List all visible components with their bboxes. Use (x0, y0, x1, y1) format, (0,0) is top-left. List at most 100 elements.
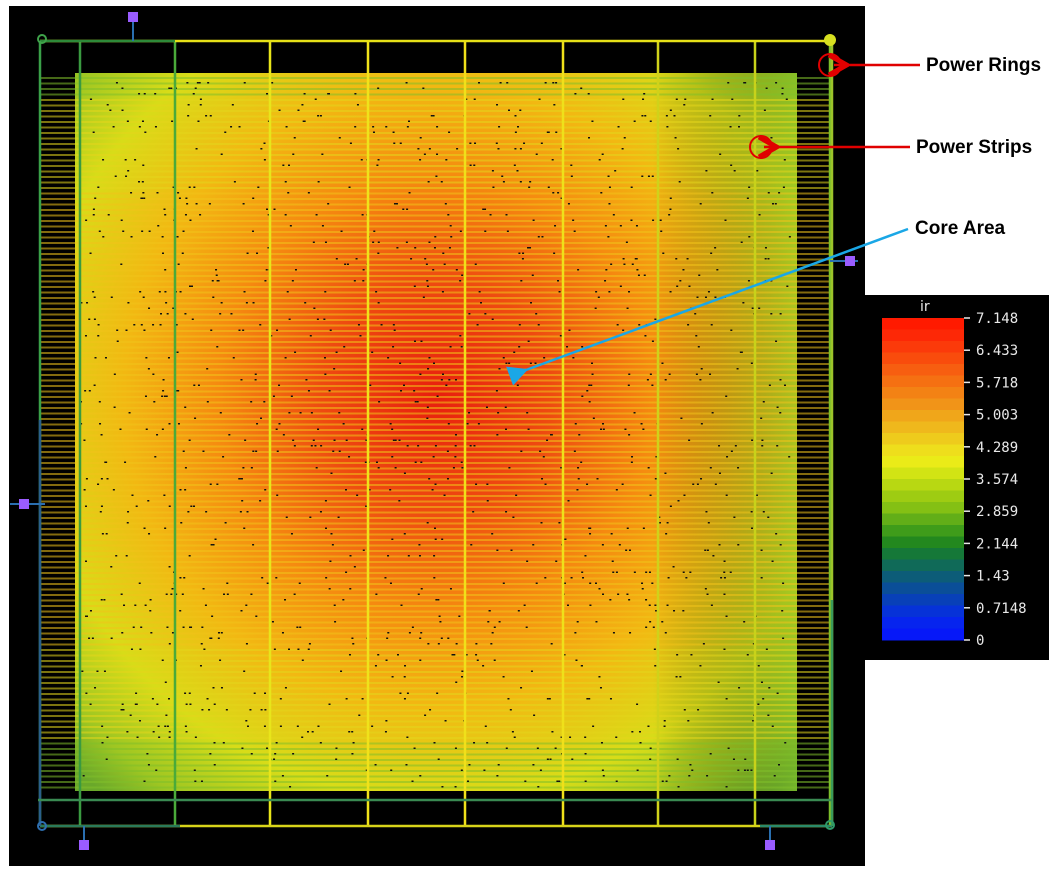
via-dot (427, 368, 430, 370)
via-dot (296, 626, 299, 628)
via-dot (727, 747, 730, 749)
via-dot (630, 219, 633, 221)
via-dot (746, 197, 749, 199)
via-dot (303, 93, 306, 95)
pin-bottom-right (765, 826, 775, 850)
via-dot (414, 461, 417, 463)
via-dot (605, 269, 608, 271)
via-dot (206, 401, 209, 403)
via-dot (267, 247, 270, 249)
via-dot (615, 780, 618, 782)
via-dot (146, 753, 149, 755)
via-dot (665, 780, 668, 782)
via-dot (647, 467, 650, 469)
via-dot (746, 654, 749, 656)
via-dot (317, 115, 320, 117)
via-dot (313, 307, 316, 309)
via-dot (451, 654, 454, 656)
via-dot (426, 280, 429, 282)
via-dot (580, 665, 583, 667)
via-dot (482, 665, 485, 667)
via-dot (390, 769, 393, 771)
via-dot (120, 219, 123, 221)
via-dot (771, 203, 774, 205)
via-dot (377, 159, 380, 161)
via-dot (335, 747, 338, 749)
via-dot (688, 285, 691, 287)
power-rings-label: Power Rings (926, 55, 1041, 76)
via-dot (197, 384, 200, 386)
pin-top (128, 12, 138, 41)
via-dot (342, 599, 345, 601)
via-dot (183, 577, 186, 579)
via-dot (589, 533, 592, 535)
via-dot (138, 93, 141, 95)
via-dot (141, 230, 144, 232)
via-dot (395, 203, 398, 205)
via-dot (356, 494, 359, 496)
via-dot (644, 115, 647, 117)
via-dot (264, 709, 267, 711)
via-dot (520, 687, 523, 689)
via-dot (588, 698, 591, 700)
via-dot (621, 483, 624, 485)
via-dot (340, 670, 343, 672)
via-dot (112, 126, 115, 128)
via-dot (311, 731, 314, 733)
legend-tick-label: 2.859 (976, 504, 1018, 520)
via-dot (550, 434, 553, 436)
via-dot (491, 533, 494, 535)
via-dot (542, 456, 545, 458)
via-dot (266, 582, 269, 584)
via-dot (594, 307, 597, 309)
via-dot (119, 428, 122, 430)
via-dot (424, 258, 427, 260)
via-dot (655, 456, 658, 458)
via-dot (417, 593, 420, 595)
via-dot (615, 736, 618, 738)
via-dot (697, 346, 700, 348)
via-dot (85, 615, 88, 617)
via-dot (622, 329, 625, 331)
via-dot (454, 747, 457, 749)
via-dot (142, 164, 145, 166)
via-dot (643, 93, 646, 95)
via-dot (425, 263, 428, 265)
via-dot (391, 538, 394, 540)
via-dot (272, 395, 275, 397)
via-dot (323, 318, 326, 320)
via-dot (711, 192, 714, 194)
via-dot (418, 544, 421, 546)
via-dot (496, 104, 499, 106)
via-dot (275, 577, 278, 579)
via-dot (737, 769, 740, 771)
via-dot (134, 703, 137, 705)
via-dot (535, 153, 538, 155)
via-dot (143, 329, 146, 331)
via-dot (293, 593, 296, 595)
via-dot (165, 714, 168, 716)
via-dot (509, 709, 512, 711)
via-dot (402, 208, 405, 210)
via-dot (517, 126, 520, 128)
via-dot (655, 610, 658, 612)
via-dot (208, 709, 211, 711)
via-dot (427, 643, 430, 645)
legend-band (882, 479, 964, 491)
via-dot (473, 98, 476, 100)
via-dot (767, 258, 770, 260)
via-dot (602, 593, 605, 595)
via-dot (312, 241, 315, 243)
via-dot (144, 604, 147, 606)
via-dot (750, 362, 753, 364)
via-dot (775, 340, 778, 342)
via-dot (222, 742, 225, 744)
via-dot (662, 252, 665, 254)
via-dot (447, 423, 450, 425)
via-dot (209, 637, 212, 639)
via-dot (567, 203, 570, 205)
via-dot (764, 247, 767, 249)
via-dot (121, 87, 124, 89)
via-dot (121, 109, 124, 111)
via-dot (209, 483, 212, 485)
